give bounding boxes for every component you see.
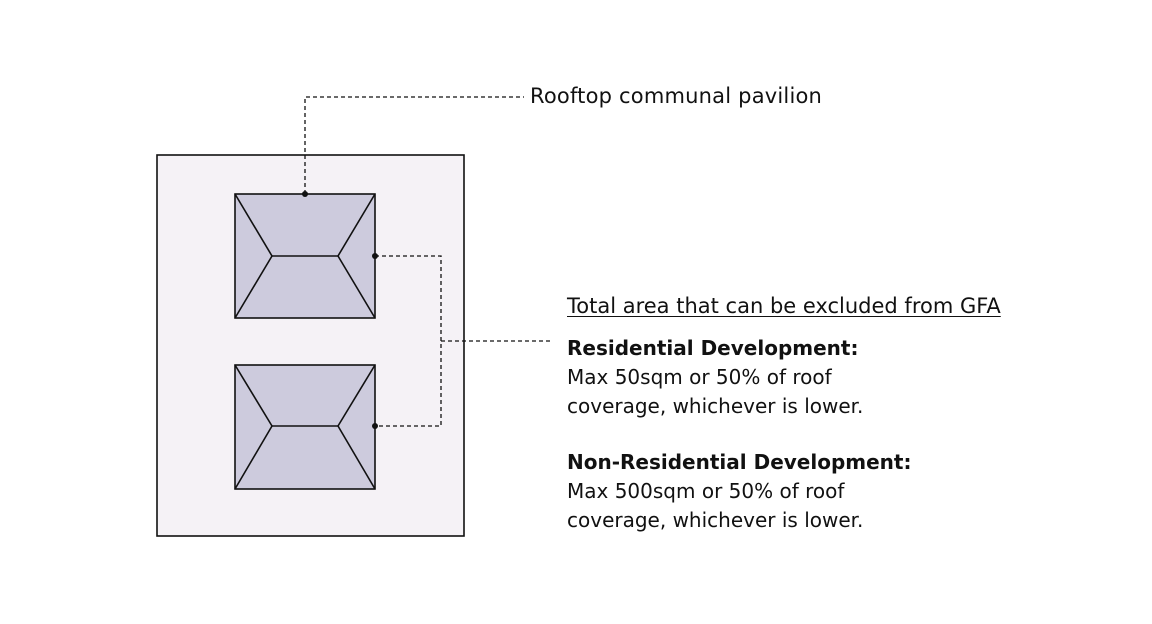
residential-heading: Residential Development: (567, 336, 859, 360)
pavilion-upper (234, 193, 376, 319)
residential-line-2: coverage, whichever is lower. (567, 394, 864, 418)
gfa-leader-bracket (372, 253, 550, 429)
residential-note: Residential Development: Max 50sqm or 50… (567, 334, 863, 421)
pavilion-callout-label: Rooftop communal pavilion (530, 84, 823, 108)
pavilion-leader-line (302, 96, 524, 197)
pavilion-lower (234, 364, 376, 490)
non-residential-heading: Non-Residential Development: (567, 450, 912, 474)
gfa-note-heading: Total area that can be excluded from GFA (567, 294, 1001, 318)
non-residential-line-2: coverage, whichever is lower. (567, 508, 864, 532)
residential-line-1: Max 50sqm or 50% of roof (567, 365, 832, 389)
non-residential-note: Non-Residential Development: Max 500sqm … (567, 448, 911, 535)
non-residential-line-1: Max 500sqm or 50% of roof (567, 479, 845, 503)
